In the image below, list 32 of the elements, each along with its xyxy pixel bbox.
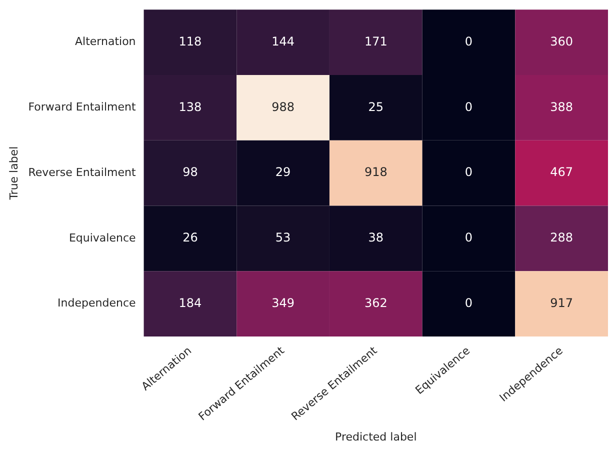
data-label: 53 bbox=[275, 230, 291, 245]
data-label: 388 bbox=[550, 100, 574, 114]
y-tick-label: Independence bbox=[58, 296, 136, 310]
y-tick-label: Reverse Entailment bbox=[28, 166, 136, 179]
y-tick-label: Forward Entailment bbox=[28, 100, 136, 114]
data-label: 917 bbox=[550, 296, 574, 310]
data-label: 349 bbox=[272, 296, 295, 310]
data-label: 988 bbox=[272, 100, 295, 114]
data-label: 0 bbox=[464, 34, 473, 48]
data-label: 0 bbox=[464, 230, 473, 245]
data-label: 29 bbox=[275, 165, 291, 180]
y-tick-label: Equivalence bbox=[68, 231, 136, 244]
x-axis-title: Predicted label bbox=[335, 430, 417, 444]
y-axis-title: True label bbox=[7, 146, 20, 201]
data-label: 0 bbox=[464, 165, 473, 180]
data-label: 171 bbox=[364, 34, 388, 48]
data-label: 98 bbox=[182, 165, 198, 180]
data-label: 360 bbox=[550, 34, 574, 48]
data-label: 25 bbox=[368, 100, 384, 114]
data-label: 0 bbox=[464, 296, 473, 310]
data-label: 0 bbox=[464, 100, 473, 114]
data-label: 184 bbox=[178, 296, 202, 310]
data-label: 118 bbox=[178, 34, 202, 48]
data-label: 362 bbox=[364, 296, 388, 310]
data-label: 144 bbox=[272, 34, 295, 48]
data-label: 26 bbox=[182, 230, 198, 245]
data-label: 138 bbox=[178, 100, 202, 114]
data-label: 918 bbox=[364, 165, 388, 180]
data-label: 288 bbox=[550, 230, 574, 245]
data-label: 38 bbox=[368, 230, 384, 245]
y-tick-label: Alternation bbox=[75, 35, 136, 48]
data-label: 467 bbox=[550, 165, 574, 180]
